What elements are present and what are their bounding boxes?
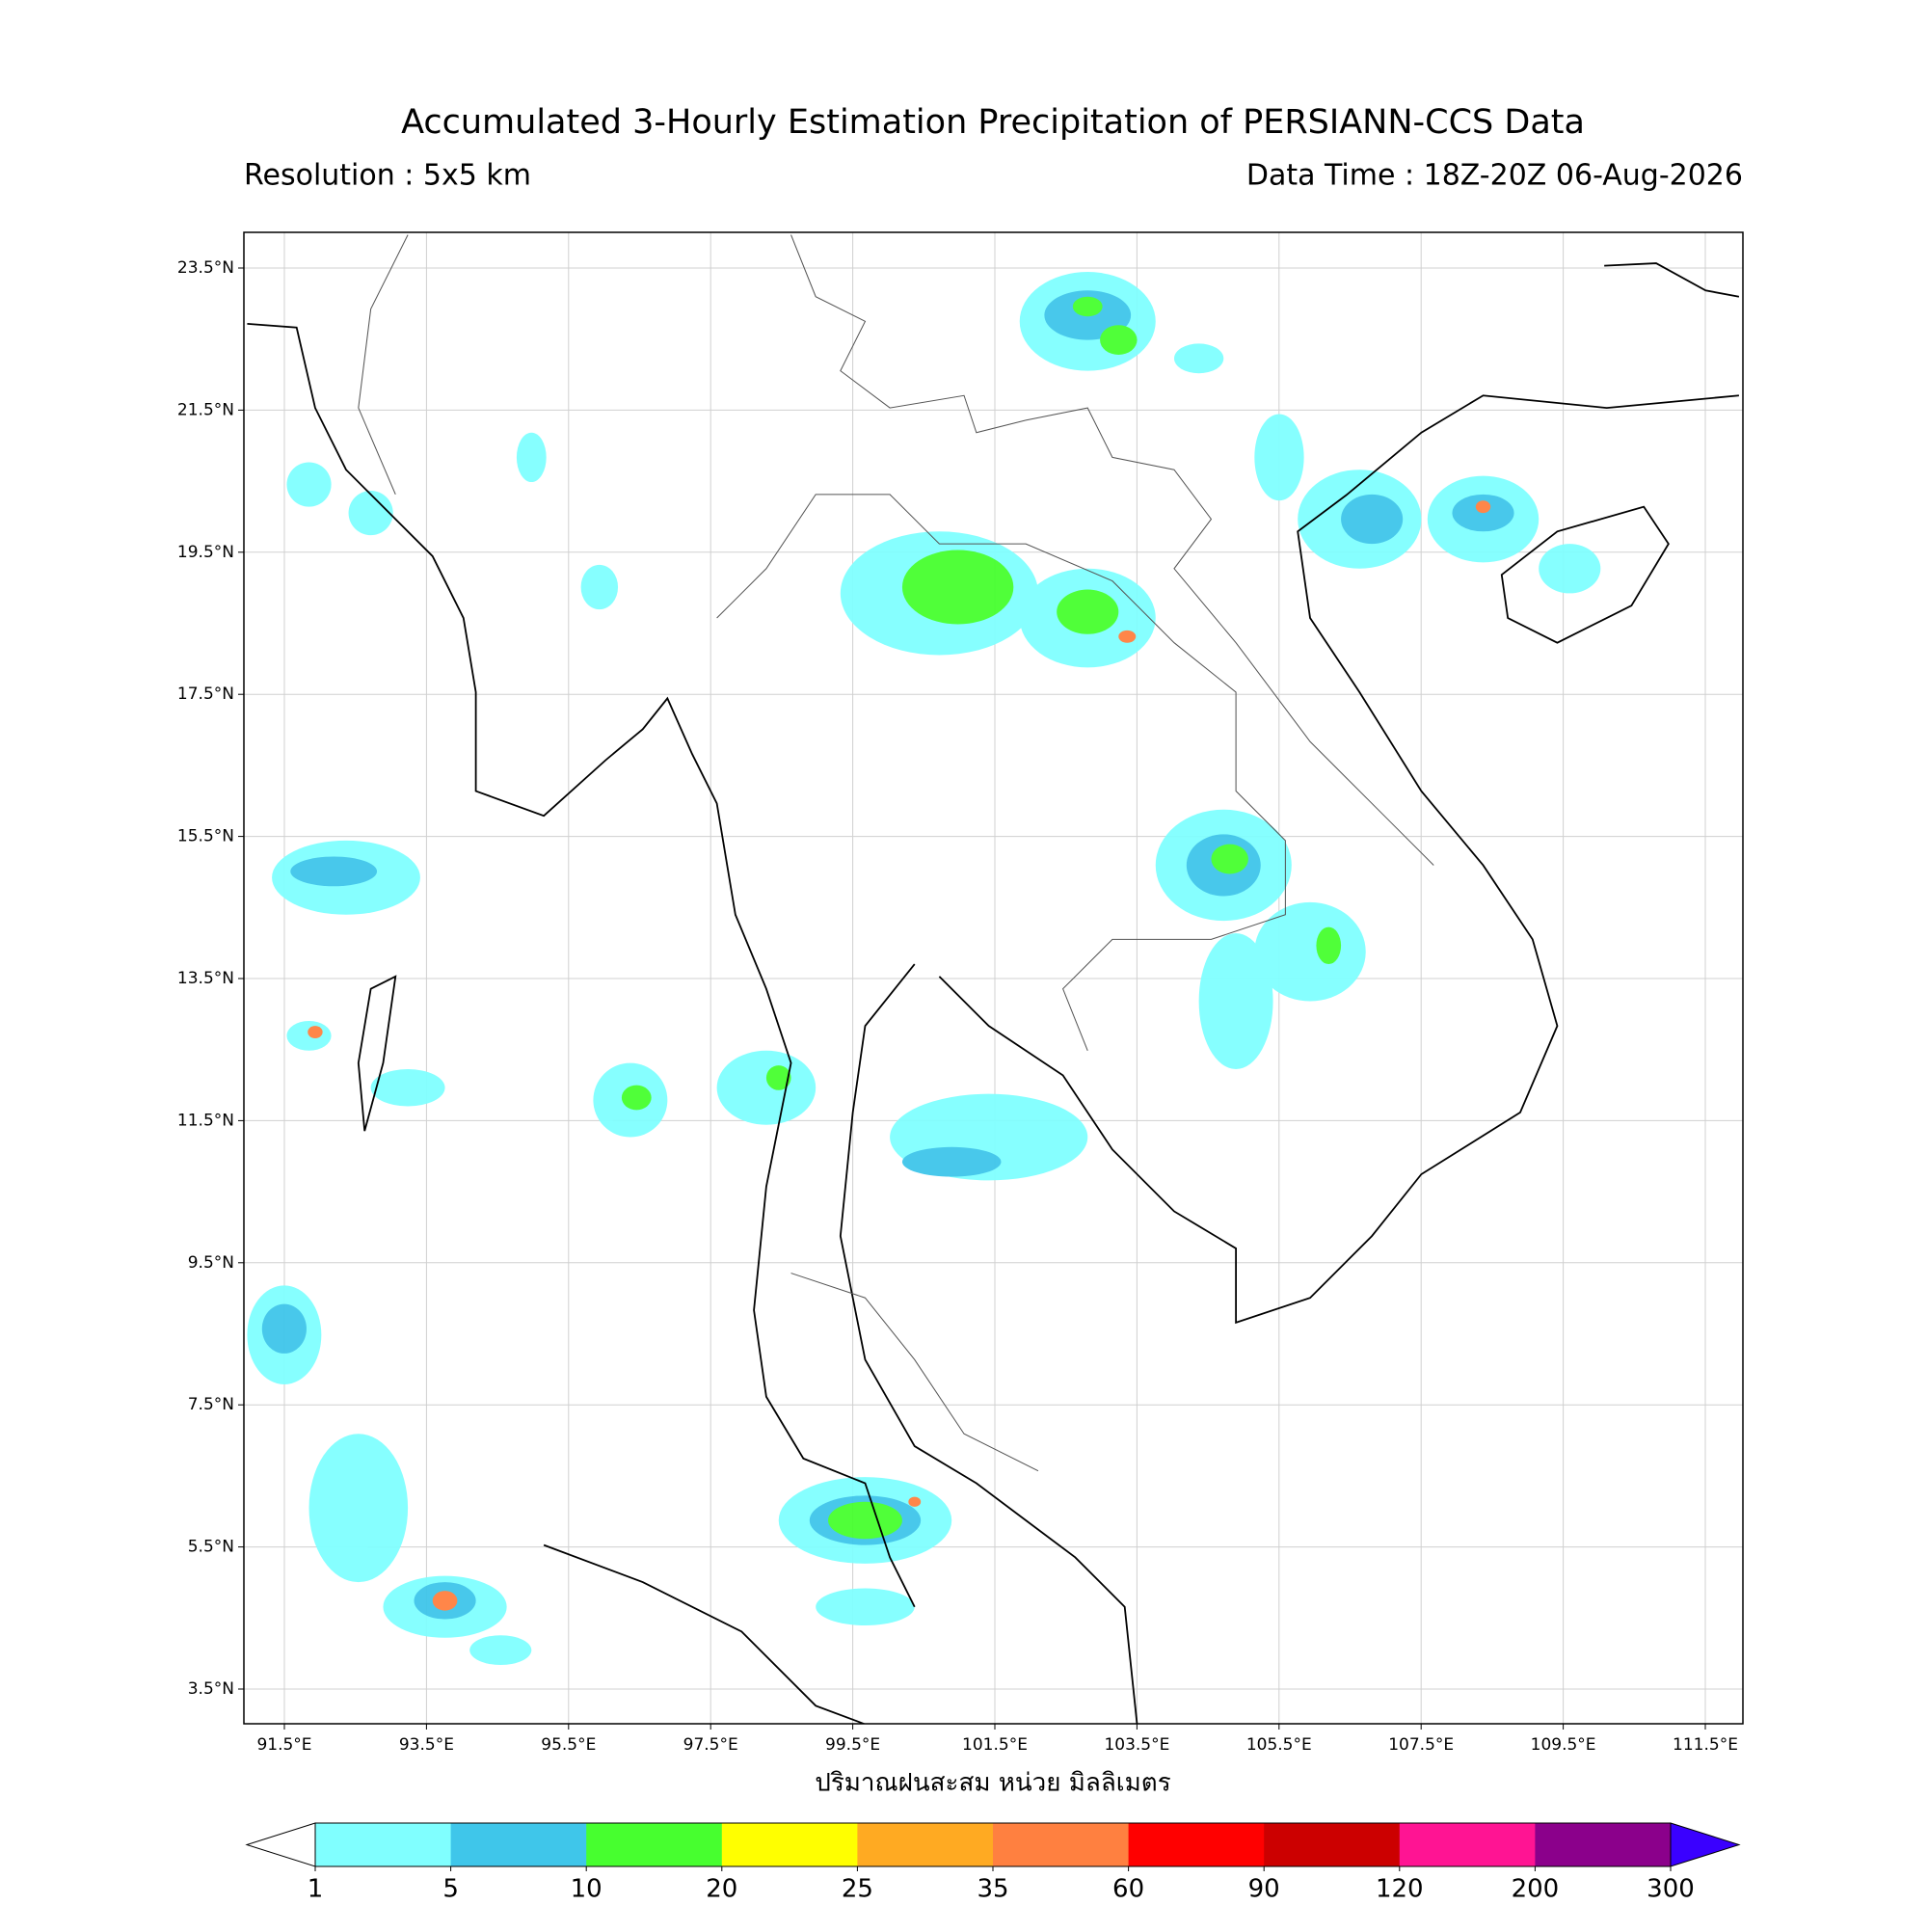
lat-label: 11.5°N — [177, 1111, 234, 1130]
lon-label: 105.5°E — [1246, 1735, 1312, 1755]
lat-label: 5.5°N — [188, 1538, 234, 1557]
lon-label: 97.5°E — [683, 1735, 738, 1755]
title: Accumulated 3-Hourly Estimation Precipit… — [401, 103, 1585, 142]
colorbar-label: 35 — [977, 1875, 1008, 1904]
colorbar-segment — [315, 1823, 452, 1866]
colorbar-label: 5 — [442, 1875, 459, 1904]
lat-label: 19.5°N — [177, 543, 234, 562]
lon-label: 91.5°E — [256, 1735, 311, 1755]
colorbar-label: 25 — [842, 1875, 873, 1904]
resolution: Resolution : 5x5 km — [244, 159, 531, 193]
colorbar-segment — [993, 1823, 1130, 1866]
lon-label: 101.5°E — [962, 1735, 1028, 1755]
colorbar-segment — [586, 1823, 723, 1866]
lat-label: 7.5°N — [188, 1395, 234, 1414]
colorbar-segment — [857, 1823, 994, 1866]
lon-label: 111.5°E — [1673, 1735, 1738, 1755]
colorbar-label: 120 — [1376, 1875, 1424, 1904]
colorbar-label: 60 — [1112, 1875, 1144, 1904]
coastlines — [247, 262, 1740, 1724]
colorbar-label: 1 — [308, 1875, 324, 1904]
map-frame — [243, 231, 1744, 1725]
colorbar-over — [1670, 1822, 1741, 1867]
lon-label: 93.5°E — [399, 1735, 454, 1755]
lon-label: 107.5°E — [1388, 1735, 1454, 1755]
lat-label: 15.5°N — [177, 827, 234, 846]
lat-label: 21.5°N — [177, 400, 234, 419]
lon-label: 103.5°E — [1104, 1735, 1169, 1755]
colorbar-segment — [450, 1823, 587, 1866]
lat-label: 13.5°N — [177, 969, 234, 988]
lon-label: 99.5°E — [825, 1735, 880, 1755]
x-axis-label: ปริมาณฝนสะสม หน่วย มิลลิเมตร — [815, 1769, 1170, 1798]
lat-label: 9.5°N — [188, 1253, 234, 1273]
colorbar-label: 20 — [706, 1875, 737, 1904]
colorbar-segment — [1399, 1823, 1536, 1866]
precipitation — [247, 272, 1601, 1665]
colorbar-label: 10 — [571, 1875, 602, 1904]
lat-label: 3.5°N — [188, 1679, 234, 1699]
colorbar-segment — [1128, 1823, 1265, 1866]
grid: 91.5°E 93.5°E 95.5°E 97.5°E 99.5°E 101.5°E 103… — [177, 232, 1743, 1755]
colorbar: 1 5 10 20 25 35 60 90 120 200 300 — [245, 1822, 1741, 1904]
borders — [358, 234, 1434, 1472]
data-time: Data Time : 18Z-20Z 06-Aug-2026 — [1246, 159, 1743, 193]
colorbar-segment — [1535, 1823, 1672, 1866]
lat-label: 23.5°N — [177, 258, 234, 278]
lon-label: 109.5°E — [1531, 1735, 1596, 1755]
colorbar-segment — [721, 1823, 858, 1866]
colorbar-segment — [1264, 1823, 1401, 1866]
colorbar-label: 300 — [1647, 1875, 1695, 1904]
map-content — [247, 234, 1740, 1724]
colorbar-under — [245, 1822, 316, 1867]
colorbar-label: 90 — [1248, 1875, 1280, 1904]
lon-label: 95.5°E — [541, 1735, 596, 1755]
lat-label: 17.5°N — [177, 684, 234, 704]
colorbar-label: 200 — [1512, 1875, 1560, 1904]
